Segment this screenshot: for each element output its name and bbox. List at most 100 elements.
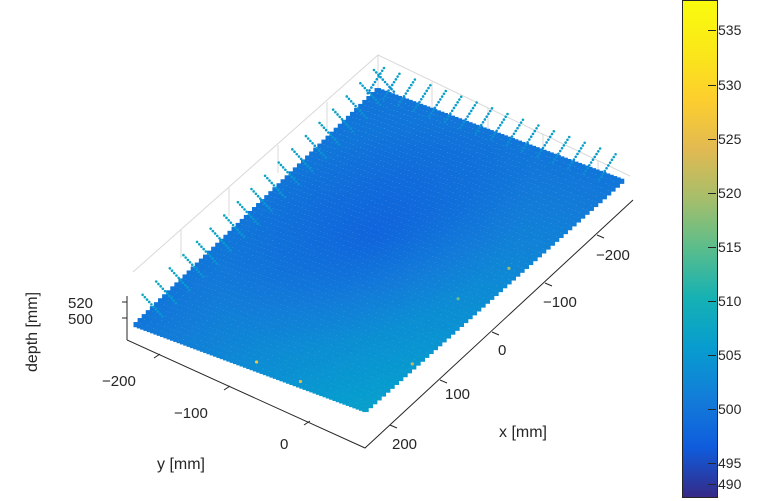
surface-point <box>367 321 374 327</box>
surface-point <box>499 151 506 157</box>
surface-point <box>437 248 444 254</box>
surface-point <box>582 187 590 193</box>
surface-point <box>429 179 436 185</box>
surface-point <box>247 292 254 299</box>
surface-point <box>211 268 219 274</box>
surface-point <box>399 278 407 284</box>
surface-point <box>382 294 390 300</box>
surface-point <box>323 156 330 162</box>
surface-point <box>520 208 528 214</box>
surface-point <box>380 369 387 375</box>
surface-point <box>495 182 502 188</box>
surface-point <box>563 218 570 224</box>
surface-point <box>294 370 301 376</box>
surface-point <box>290 265 297 271</box>
surface-point <box>376 313 383 319</box>
surface-point <box>462 203 469 209</box>
surface-point <box>167 329 174 335</box>
surface-point <box>331 176 338 182</box>
surface-point <box>366 156 374 162</box>
edge-point <box>612 155 616 159</box>
surface-point <box>413 162 420 169</box>
surface-point <box>593 169 600 175</box>
surface-point <box>433 203 440 209</box>
colorbar-tick-530: 530 <box>707 77 742 93</box>
surface-point <box>351 189 358 195</box>
surface-point <box>269 328 277 334</box>
surface-point <box>292 342 299 348</box>
surface-point <box>511 243 518 249</box>
surface-point <box>377 237 384 243</box>
surface-point <box>282 317 289 323</box>
surface-point <box>361 105 369 111</box>
surface-point <box>528 249 536 255</box>
surface-point <box>350 336 357 342</box>
surface-point <box>505 186 512 192</box>
surface-point <box>484 249 492 255</box>
surface-point <box>380 309 387 315</box>
surface-point <box>390 110 397 116</box>
edge-point <box>356 107 360 110</box>
surface-point <box>429 229 436 235</box>
surface-point <box>514 151 521 157</box>
surface-point <box>369 371 376 377</box>
surface-point <box>357 251 364 257</box>
surface-point <box>271 197 278 203</box>
surface-point <box>442 239 449 245</box>
surface-point <box>298 180 305 186</box>
surface-point <box>414 360 421 366</box>
surface-point <box>392 127 399 133</box>
surface-point <box>323 151 331 157</box>
surface-point <box>501 261 508 267</box>
edge-point <box>215 234 219 238</box>
surface-point <box>337 211 345 217</box>
surface-point <box>507 247 514 253</box>
surface-point <box>350 194 358 200</box>
edge-point <box>411 81 415 84</box>
surface-point <box>481 226 488 232</box>
surface-point <box>353 277 360 283</box>
surface-point <box>356 399 364 405</box>
surface-point <box>399 157 406 163</box>
surface-point <box>435 324 442 330</box>
surface-point <box>513 232 520 239</box>
surface-point <box>404 115 411 121</box>
surface-point <box>480 253 487 259</box>
surface-point <box>431 306 438 312</box>
surface-point <box>289 358 297 364</box>
surface-point <box>376 390 383 396</box>
edge-point <box>172 271 176 275</box>
surface-point <box>362 99 369 106</box>
surface-point <box>533 196 540 202</box>
surface-point <box>214 341 222 347</box>
edge-point <box>521 118 525 122</box>
surface-point <box>324 228 331 234</box>
surface-point <box>358 131 366 137</box>
surface-point <box>382 173 390 179</box>
surface-point <box>326 262 334 268</box>
surface-point <box>282 360 289 366</box>
surface-point <box>265 239 272 245</box>
surface-point <box>281 251 289 257</box>
surface-point <box>295 173 303 180</box>
surface-point <box>369 332 376 338</box>
surface-point <box>192 327 199 333</box>
surface-point <box>387 131 395 137</box>
surface-point <box>453 161 461 167</box>
surface-point <box>393 336 400 342</box>
edge-point <box>550 132 554 136</box>
surface-point <box>367 359 375 365</box>
surface-point <box>330 208 338 215</box>
surface-point <box>189 342 197 349</box>
point-cloud-surface <box>133 88 625 413</box>
surface-point <box>320 364 328 370</box>
surface-point <box>359 280 367 286</box>
surface-point <box>341 152 349 158</box>
surface-point <box>381 326 388 332</box>
surface-point <box>442 162 449 168</box>
surface-point <box>561 179 569 185</box>
surface-point <box>269 306 277 313</box>
edge-point <box>349 99 353 103</box>
surface-point <box>508 214 515 220</box>
surface-point <box>254 240 262 247</box>
